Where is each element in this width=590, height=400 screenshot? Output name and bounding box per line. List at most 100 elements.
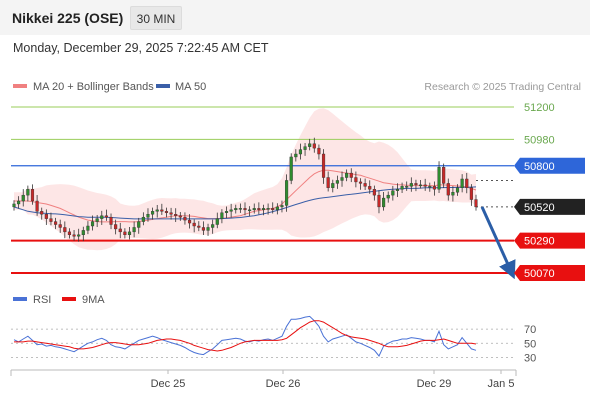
candle-body <box>395 189 400 191</box>
level-lines <box>11 106 514 274</box>
candle-body <box>174 214 178 216</box>
candle <box>340 171 344 187</box>
candle-body <box>414 183 418 186</box>
candle-body <box>442 167 446 184</box>
candle-body <box>137 221 141 228</box>
candle <box>442 163 446 188</box>
level-label-box <box>514 198 585 215</box>
level-label-text: 50980 <box>524 134 555 146</box>
x-tick-label: Dec 25 <box>151 378 186 390</box>
candle-body <box>206 227 210 231</box>
candle-body <box>123 231 127 236</box>
candle <box>455 184 460 196</box>
candle-body <box>215 218 219 225</box>
candle <box>238 203 242 213</box>
candle-body <box>49 218 53 222</box>
candle-body <box>418 184 423 187</box>
candle-body <box>280 205 284 208</box>
candle <box>414 179 418 192</box>
candle <box>67 228 72 239</box>
candle <box>17 196 21 209</box>
candle-body <box>54 221 58 225</box>
candle-body <box>220 212 224 219</box>
candle <box>437 161 441 193</box>
candle-body <box>40 211 44 215</box>
candle-body <box>201 227 205 231</box>
candle-body <box>30 189 35 202</box>
candle <box>21 189 25 207</box>
level-label-text: 50070 <box>524 268 555 280</box>
header-bar: Nikkei 225 (OSE) 30 MIN <box>0 0 590 35</box>
candle <box>86 221 90 235</box>
candle <box>298 143 303 160</box>
candle-body <box>164 211 169 213</box>
candle <box>151 207 155 220</box>
instrument-title: Nikkei 225 (OSE) <box>12 10 124 26</box>
timeframe-button[interactable]: 30 MIN <box>130 6 182 30</box>
rsi-line <box>13 315 477 357</box>
candle-body <box>187 219 192 224</box>
candle-body <box>386 194 390 199</box>
rsi-level-label: 50 <box>524 338 536 350</box>
candle <box>141 212 145 226</box>
candle-body <box>243 208 247 211</box>
candle <box>109 213 113 230</box>
candle-body <box>58 224 62 228</box>
candle-body <box>261 208 266 211</box>
candle <box>308 138 312 151</box>
candle <box>409 177 413 192</box>
candle <box>114 219 118 235</box>
candle <box>257 202 261 215</box>
rsi-panel: 70 50 30 <box>11 315 536 364</box>
rsi-level-label: 30 <box>524 352 536 364</box>
candle-body <box>248 209 252 212</box>
candle-body <box>114 224 118 230</box>
candle-body <box>21 194 25 202</box>
level-label-text: 50520 <box>524 202 555 214</box>
candle-body <box>345 172 349 178</box>
level-label-50980: 50980 <box>524 134 555 146</box>
candle <box>423 178 427 191</box>
candle-body <box>109 216 113 225</box>
rsi-legend-label: RSI <box>33 294 51 306</box>
candle-body <box>252 208 256 211</box>
candle <box>465 172 469 194</box>
candle-body <box>400 186 404 190</box>
timestamp: Monday, December 29, 2025 7:22:45 AM CET <box>13 41 269 55</box>
candle <box>446 178 450 201</box>
candle-body <box>100 215 104 219</box>
candle <box>90 215 95 231</box>
candle <box>234 204 238 214</box>
candle <box>160 203 164 215</box>
candle <box>386 191 390 203</box>
candle <box>12 200 16 211</box>
level-label-text: 50290 <box>524 236 555 248</box>
candle-body <box>192 222 196 227</box>
candle-body <box>160 209 164 212</box>
candle-body <box>127 231 132 236</box>
candle-body <box>72 234 76 237</box>
candle <box>72 229 76 241</box>
candle <box>26 185 30 202</box>
candle-body <box>363 183 367 187</box>
candle-body <box>289 156 293 181</box>
candle <box>183 212 187 225</box>
candle-body <box>368 186 372 190</box>
candle <box>178 212 182 221</box>
candle-body <box>340 177 344 181</box>
candle <box>372 185 376 201</box>
bollinger-band <box>14 108 476 251</box>
candle <box>252 203 256 214</box>
projection-arrow <box>480 206 516 280</box>
candle <box>248 206 252 217</box>
candle-body <box>169 212 173 215</box>
candle-body <box>303 146 307 150</box>
candle <box>312 137 316 153</box>
candle <box>146 208 150 222</box>
ma50-legend-label: MA 50 <box>175 81 206 93</box>
candle-body <box>321 153 326 178</box>
candle <box>451 186 455 202</box>
candle-body <box>44 214 48 219</box>
candle <box>169 207 173 220</box>
candle <box>358 178 363 190</box>
